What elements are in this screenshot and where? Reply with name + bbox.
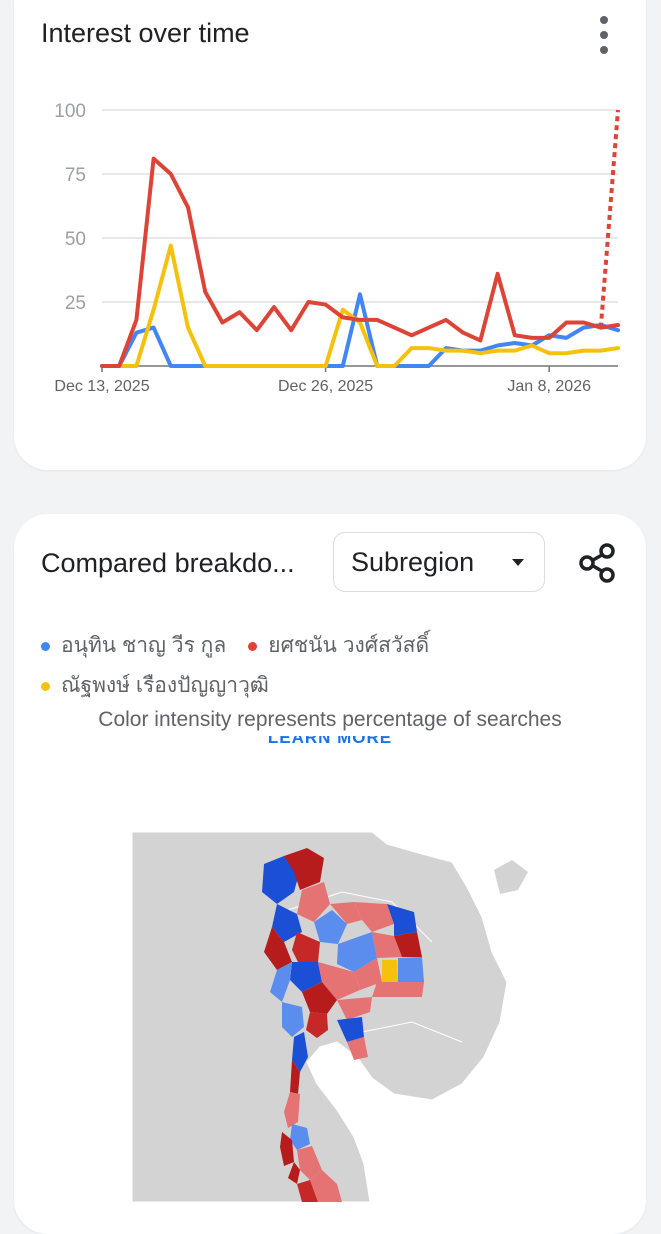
map-region-central-4 bbox=[302, 982, 337, 1014]
map-region-northeast-8 bbox=[398, 957, 424, 982]
breakdown-card-title: Compared breakdo... bbox=[41, 548, 295, 578]
chart-grid bbox=[101, 109, 618, 372]
map-region-north-7 bbox=[292, 932, 320, 966]
chart-series bbox=[100, 109, 620, 368]
legend-dot-red bbox=[248, 641, 258, 651]
legend-item-natthaphong: ณัฐพงษ์ เรืองปัญญาวุฒิ bbox=[41, 666, 269, 706]
map-region-south-7 bbox=[297, 1180, 318, 1202]
map-region-south-4 bbox=[297, 1146, 322, 1180]
map-region-northeast-7 bbox=[382, 960, 398, 982]
legend: อนุทิน ชาญ วีร กูล ยศชนัน วงศ์สวัสดิ์ ณั… bbox=[41, 626, 451, 706]
color-intensity-note: Color intensity represents percentage of… bbox=[98, 708, 562, 731]
map-region-north-5 bbox=[264, 927, 292, 970]
map-region-central-5 bbox=[337, 997, 372, 1020]
compared-breakdown-card: Compared breakdo... Subregion อนุทิน ชาญ… bbox=[14, 514, 646, 1234]
map-region-south-6 bbox=[310, 1170, 342, 1202]
legend-row: ณัฐพงษ์ เรืองปัญญาวุฒิ bbox=[41, 666, 451, 706]
x-tick-label: Jan 8, 2026 bbox=[507, 378, 591, 395]
map-region-west-1 bbox=[292, 1032, 308, 1072]
legend-dot-yellow bbox=[41, 681, 50, 691]
y-axis-labels: 100 75 50 25 bbox=[54, 101, 86, 314]
map-region-northeast-6 bbox=[354, 958, 382, 990]
y-tick-label: 25 bbox=[65, 293, 86, 314]
x-axis-labels: Dec 13, 2025 Dec 26, 2025 Jan 8, 2026 bbox=[54, 378, 591, 395]
series-partial-line bbox=[598, 109, 620, 328]
map-region-central-1 bbox=[290, 962, 322, 992]
map-region-northeast-3 bbox=[337, 932, 377, 972]
map-region-central-6 bbox=[282, 1002, 304, 1037]
legend-label: ณัฐพงษ์ เรืองปัญญาวุฒิ bbox=[61, 674, 269, 697]
legend-label: ยศชนัน วงศ์สวัสดิ์ bbox=[268, 634, 430, 657]
map-region-central-3 bbox=[270, 962, 292, 1002]
legend-item-yodchanan: ยศชนัน วงศ์สวัสดิ์ bbox=[248, 626, 429, 666]
map-region-south-1 bbox=[284, 1092, 300, 1128]
share-icon[interactable] bbox=[577, 542, 619, 584]
map-region-northeast-4 bbox=[372, 932, 402, 958]
map-region-northeast-9 bbox=[372, 982, 424, 997]
interest-card-title: Interest over time bbox=[41, 18, 250, 48]
y-tick-label: 75 bbox=[65, 165, 86, 186]
learn-more-link[interactable]: LEARN MORE bbox=[14, 736, 646, 748]
series-line bbox=[100, 292, 620, 368]
legend-dot-blue bbox=[41, 641, 50, 651]
map-region-north-3 bbox=[297, 882, 330, 922]
series-line bbox=[100, 243, 620, 368]
y-tick-label: 50 bbox=[65, 229, 86, 250]
map-region-east-1 bbox=[337, 1017, 364, 1042]
map-region-north-1 bbox=[262, 856, 300, 904]
map-region-south-2 bbox=[290, 1124, 310, 1150]
map-region-south-5 bbox=[288, 1162, 300, 1184]
legend-item-anutin: อนุทิน ชาญ วีร กูล bbox=[41, 626, 226, 666]
map-region-west-2 bbox=[290, 1060, 300, 1094]
map-region-north-4 bbox=[272, 904, 302, 942]
map-region-northeast-2 bbox=[387, 904, 417, 936]
x-tick-label: Dec 26, 2025 bbox=[278, 378, 373, 395]
map-region-central-2 bbox=[318, 962, 360, 1000]
interest-line-chart: 100 75 50 25 Dec 13, 2025 Dec 26, 2025 Jan 8,… bbox=[54, 101, 620, 395]
more-vert-icon[interactable] bbox=[592, 16, 616, 54]
more-dot bbox=[600, 46, 608, 54]
map-region-east-2 bbox=[347, 1037, 368, 1060]
interest-over-time-card: Interest over time 100 75 50 25 Dec 13, 202… bbox=[14, 0, 646, 470]
map-island bbox=[494, 860, 528, 894]
more-dot bbox=[600, 16, 608, 24]
map-region-northeast-5 bbox=[394, 932, 422, 957]
x-tick-label: Dec 13, 2025 bbox=[54, 378, 149, 395]
more-dot bbox=[600, 31, 608, 39]
series-line bbox=[100, 156, 620, 368]
map-region-north-2 bbox=[284, 848, 324, 890]
map-region-central-7 bbox=[306, 1012, 328, 1038]
learn-more-label: LEARN MORE bbox=[267, 736, 393, 747]
subregion-dropdown[interactable]: Subregion bbox=[333, 532, 545, 592]
map-region-north-8 bbox=[330, 902, 362, 924]
subregion-map bbox=[132, 832, 528, 1202]
legend-label: อนุทิน ชาญ วีร กูล bbox=[61, 634, 227, 657]
caret-down-icon bbox=[512, 559, 524, 566]
map-region-northeast-1 bbox=[354, 902, 394, 932]
y-tick-label: 100 bbox=[54, 101, 86, 122]
legend-row: อนุทิน ชาญ วีร กูล ยศชนัน วงศ์สวัสดิ์ bbox=[41, 626, 451, 666]
map-region-south-3 bbox=[280, 1132, 294, 1166]
dropdown-value: Subregion bbox=[351, 546, 475, 577]
map-region-north-6 bbox=[314, 910, 347, 944]
